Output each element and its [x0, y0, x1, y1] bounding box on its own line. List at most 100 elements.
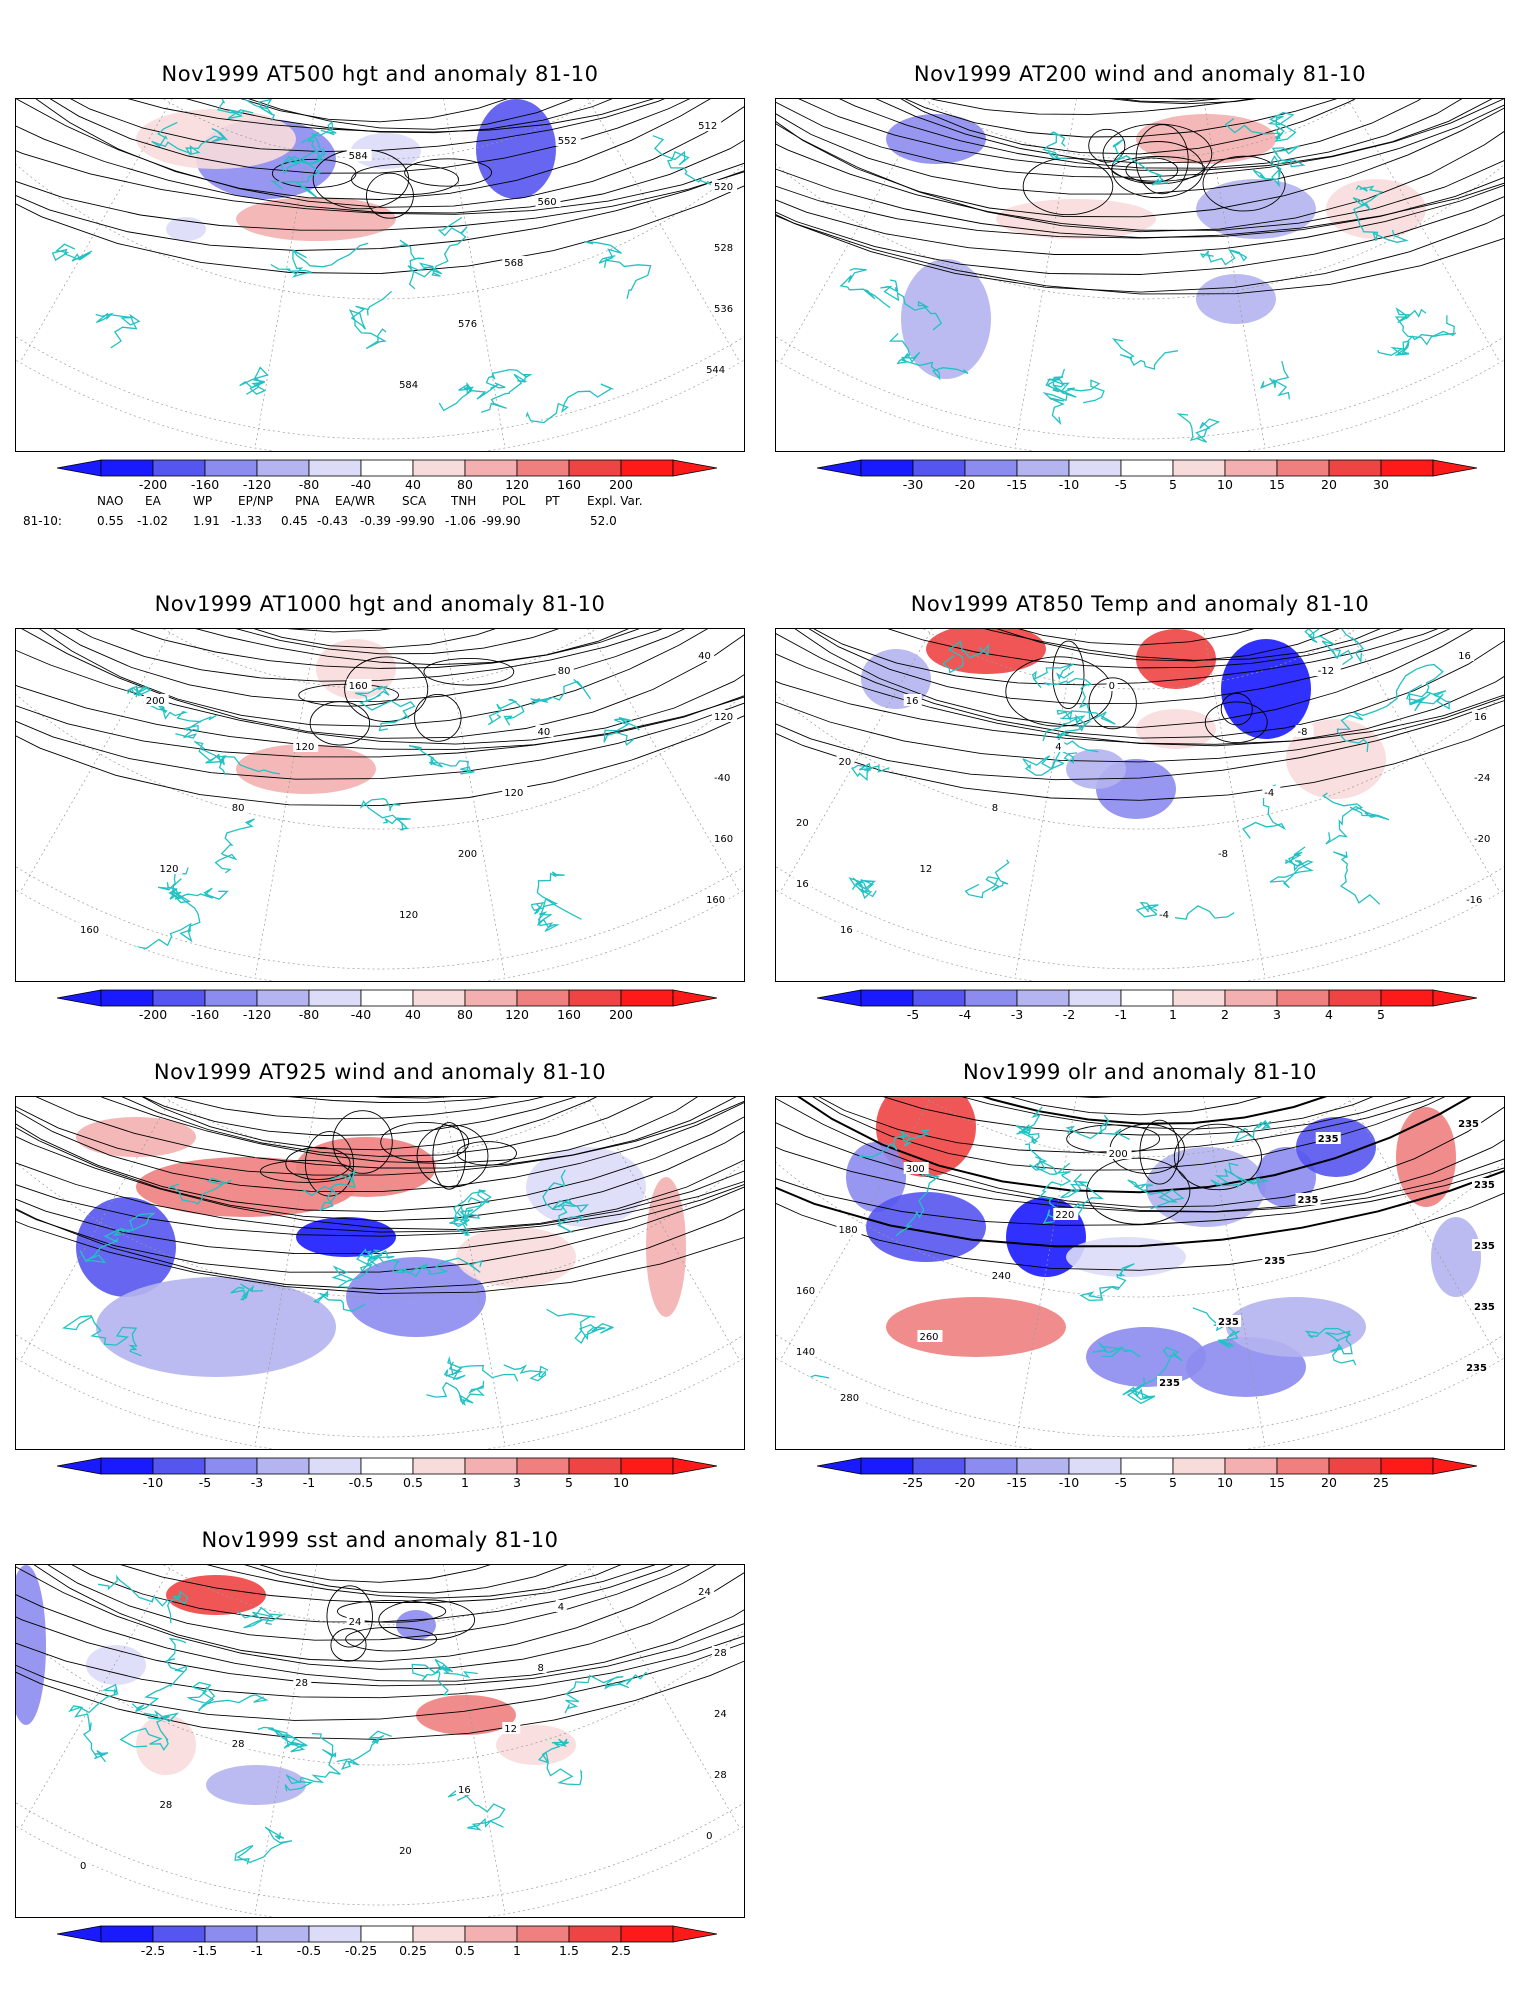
anomaly-shading: [1226, 1297, 1366, 1357]
contour-label: 235: [1474, 1241, 1495, 1252]
graticule-meridian: [19, 1097, 381, 1361]
teleconnection-table: NAO EA WP EP/NP PNA EA/WR SCA TNH POL PT…: [15, 494, 745, 534]
colorbar-cell: [1224, 1457, 1278, 1475]
contour-label-bg: [157, 862, 183, 874]
anomaly-shading: [1326, 179, 1426, 239]
anomaly-shading: [96, 1277, 336, 1377]
contour-line: [776, 1097, 1504, 1271]
contour-line: [1125, 157, 1179, 183]
contour-line: [776, 629, 1504, 781]
colorbar-cell: [516, 1457, 570, 1475]
colorbar-cell: [516, 989, 570, 1007]
contour-label-bg: [1472, 1178, 1497, 1190]
coastline: [234, 1826, 293, 1865]
coastline: [880, 279, 943, 331]
graticule-meridian: [379, 629, 741, 893]
colorbar-tick-label: 40: [405, 477, 421, 492]
streamline: [776, 99, 1504, 218]
colorbar-end-low: [56, 989, 102, 1007]
colorbar-tick-label: -10: [1058, 1475, 1080, 1490]
contour-label-bg: [836, 755, 855, 767]
contour-line: [776, 1097, 1504, 1213]
coastline: [1304, 629, 1365, 666]
contour-line: [423, 657, 515, 686]
graticule-meridian: [379, 99, 744, 203]
colorbar-end-high: [672, 989, 718, 1007]
panel-title: Nov1999 sst and anomaly 81-10: [201, 1528, 559, 1552]
colorbar-cell: [860, 1457, 914, 1475]
contour-line: [1202, 155, 1286, 212]
contour-line: [16, 99, 744, 275]
contour-label: 120: [399, 910, 418, 921]
contour-line: [776, 629, 1504, 728]
contour-line: [271, 158, 357, 188]
colorbar: -2.5 -1.5 -1 -0.5 -0.25 0.25 0.5 1 1.5 2.5: [56, 1925, 718, 1966]
panel-1000hgt: Nov1999 AT1000 hgt and anomaly 81-10 40 1…: [15, 592, 745, 1022]
anomaly-shading: [901, 259, 991, 379]
coastline: [1199, 248, 1248, 266]
colorbar-tick-label: -1.5: [192, 1943, 218, 1958]
contour-label: 552: [558, 136, 577, 147]
contour-label-bg: [293, 740, 319, 752]
contour-label-bg: [794, 1345, 819, 1357]
contour-label-bg: [989, 1269, 1015, 1281]
contour-line: [285, 1146, 351, 1180]
coastline: [859, 1129, 930, 1158]
colorbar-cell: [620, 1457, 674, 1475]
contour-line: [16, 629, 744, 750]
coastline: [447, 1789, 506, 1831]
colorbar-tick-label: 120: [505, 477, 529, 492]
coastline: [1260, 360, 1291, 400]
contour-line: [309, 701, 371, 746]
contour-label: 520: [714, 182, 733, 193]
coastline: [584, 240, 652, 300]
streamline: [16, 1097, 744, 1273]
coastline: [1122, 1346, 1183, 1405]
contour-label-bg: [989, 801, 1001, 813]
contour-label: 160: [80, 925, 99, 936]
colorbar-tick-label: -15: [1006, 1475, 1028, 1490]
colorbar-cell: [568, 989, 622, 1007]
contour-label: 536: [714, 304, 733, 315]
contour-label-bg: [794, 1284, 819, 1296]
colorbar-tick-label: -3: [250, 1475, 264, 1490]
tele-value-ea: -1.02: [137, 514, 169, 528]
coastline: [603, 716, 640, 746]
streamline: [787, 99, 1504, 115]
contour-line: [16, 1565, 722, 1594]
tele-value-nao: 0.55: [97, 514, 124, 528]
contour-label-bg: [143, 694, 169, 706]
contour-label-bg: [1315, 1132, 1341, 1144]
colorbar-cell: [1016, 989, 1070, 1007]
coastline: [239, 366, 269, 395]
colorbar-tick-label: -160: [190, 477, 220, 492]
contour-label-bg: [1472, 832, 1497, 844]
colorbar-tick-label: 15: [1269, 1475, 1285, 1490]
contour-label: 28: [232, 1739, 245, 1750]
coastline: [655, 936, 695, 973]
graticule-meridian: [1139, 629, 1501, 893]
contour-label-bg: [455, 1783, 474, 1795]
contour-label-bg: [704, 893, 730, 905]
coastline: [348, 290, 393, 350]
graticule-meridian: [779, 629, 1141, 893]
contour-label-bg: [1215, 847, 1234, 859]
contour-label: 16: [840, 925, 853, 936]
contour-line: [16, 629, 744, 703]
colorbar-cell: [152, 989, 206, 1007]
colorbar-tick-label: 5: [1169, 477, 1177, 492]
colorbar-tick-label: -120: [242, 1007, 272, 1022]
tele-value-wp: 1.91: [193, 514, 220, 528]
coastline: [964, 859, 1010, 899]
contour-label-bg: [535, 1661, 547, 1673]
contour-label: 200: [146, 696, 165, 707]
anomaly-shading: [86, 1645, 146, 1685]
colorbar-cell: [1276, 989, 1330, 1007]
streamline: [776, 99, 1504, 239]
colorbar-tick-label: 200: [609, 477, 633, 492]
streamline: [42, 1097, 697, 1099]
contour-label: 240: [992, 1271, 1011, 1282]
colorbar-cell: [256, 989, 310, 1007]
contour-label-bg: [704, 363, 730, 375]
contour-line: [1135, 124, 1189, 195]
